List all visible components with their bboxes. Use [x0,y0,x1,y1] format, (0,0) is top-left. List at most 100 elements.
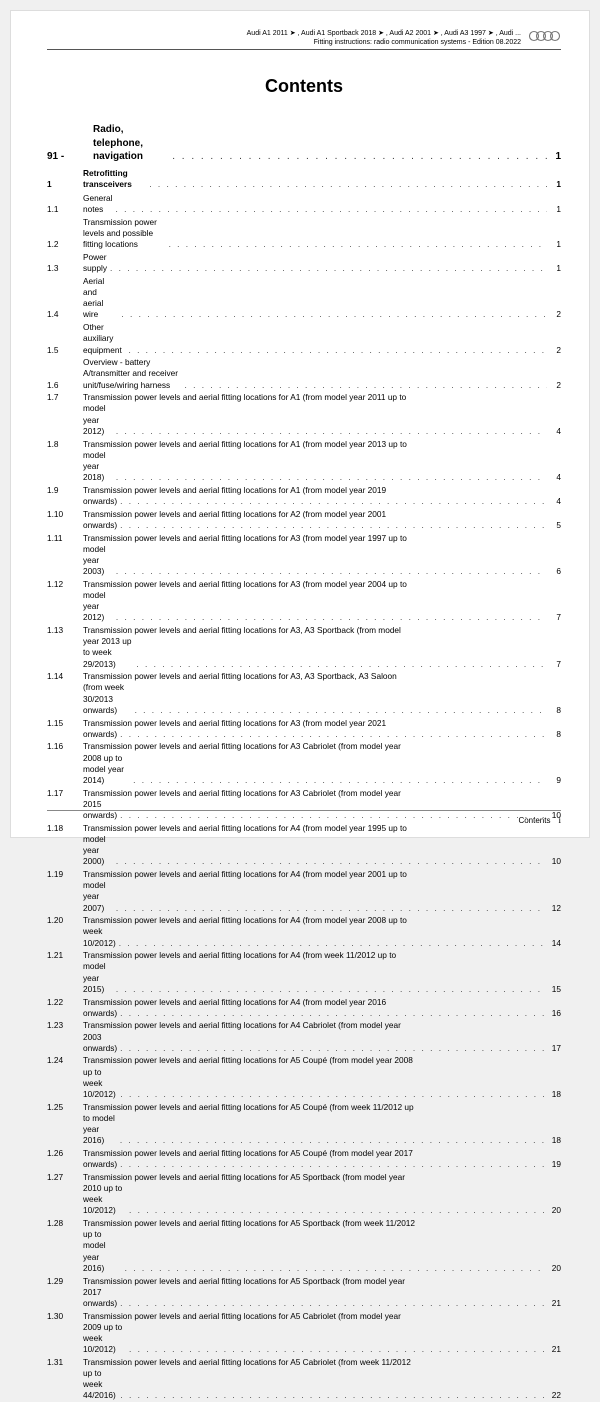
leader-dots: . . . . . . . . . . . . . . . . . . . . … [126,1344,547,1355]
entry-page: 8 [547,729,561,740]
entry-label-line1: Transmission power levels and aerial fit… [83,1218,415,1229]
section-page: 1 [547,150,561,164]
entry-label-line1: Transmission power levels and aerial fit… [83,741,401,752]
entry-number: 1.27 [47,1172,83,1183]
toc-entry: 1.16Transmission power levels and aerial… [47,741,561,752]
entry-number: 1.1 [47,204,83,215]
entry-page: 4 [547,496,561,507]
leader-dots: . . . . . . . . . . . . . . . . . . . . … [146,179,547,190]
subsection-number: 1 [47,179,83,190]
toc-entry: 1.29Transmission power levels and aerial… [47,1276,561,1287]
leader-dots: . . . . . . . . . . . . . . . . . . . . … [182,380,548,391]
entry-label-line2: up to week 10/2012) [83,1067,117,1101]
leader-dots: . . . . . . . . . . . . . . . . . . . . … [113,204,547,215]
entry-number: 1.17 [47,788,83,799]
leader-dots: . . . . . . . . . . . . . . . . . . . . … [117,520,547,531]
entry-label-line2: up to week 44/2016) [83,1368,117,1402]
leader-dots: . . . . . . . . . . . . . . . . . . . . … [107,263,547,274]
toc-subsection: 1 Retrofitting transceivers . . . . . . … [47,168,561,190]
entry-page: 6 [547,566,561,577]
entry-number: 1.31 [47,1357,83,1368]
leader-dots: . . . . . . . . . . . . . . . . . . . . … [166,239,547,250]
entry-page: 1 [547,263,561,274]
toc-entry-line2: onwards). . . . . . . . . . . . . . . . … [47,520,561,531]
entry-page: 20 [547,1263,561,1274]
entry-number: 1.22 [47,997,83,1008]
toc-entry-line2: model year 2015). . . . . . . . . . . . … [47,961,561,995]
entry-label-line2: model year 2003) [83,544,113,578]
entry-label-line2: onwards) [83,520,117,531]
toc-entry: 1.6Overview - battery A/transmitter and … [47,357,561,391]
entry-label-line2: model year 2007) [83,880,113,914]
entry-label-line1: Transmission power levels and aerial fit… [83,439,407,450]
leader-dots: . . . . . . . . . . . . . . . . . . . . … [130,775,547,786]
leader-dots: . . . . . . . . . . . . . . . . . . . . … [117,1089,547,1100]
leader-dots: . . . . . . . . . . . . . . . . . . . . … [117,1159,547,1170]
entry-number: 1.10 [47,509,83,520]
leader-dots: . . . . . . . . . . . . . . . . . . . . … [113,856,547,867]
leader-dots: . . . . . . . . . . . . . . . . . . . . … [125,345,547,356]
entry-number: 1.30 [47,1311,83,1322]
toc-entry: 1.9Transmission power levels and aerial … [47,485,561,496]
toc-entry: 1.14Transmission power levels and aerial… [47,671,561,682]
entry-page: 2 [547,380,561,391]
toc-entry: 1.7Transmission power levels and aerial … [47,392,561,403]
entry-label-line2: onwards) [83,1159,117,1170]
leader-dots: . . . . . . . . . . . . . . . . . . . . … [117,810,547,821]
toc-entry-line2: 2017 onwards). . . . . . . . . . . . . .… [47,1287,561,1309]
toc-entry-line2: model year 2018). . . . . . . . . . . . … [47,450,561,484]
leader-dots: . . . . . . . . . . . . . . . . . . . . … [117,1043,547,1054]
entry-number: 1.11 [47,533,83,544]
document-page: Audi A1 2011 ➤ , Audi A1 Sportback 2018 … [10,10,590,838]
entry-page: 21 [547,1298,561,1309]
entry-page: 5 [547,520,561,531]
entry-number: 1.23 [47,1020,83,1031]
toc-entry: 1.13Transmission power levels and aerial… [47,625,561,636]
toc-entry-line2: 2010 up to week 10/2012). . . . . . . . … [47,1183,561,1217]
header-line-2: Fitting instructions: radio communicatio… [47,38,521,47]
entry-label-line1: Transmission power levels and aerial fit… [83,1102,414,1113]
leader-dots: . . . . . . . . . . . . . . . . . . . . … [117,496,547,507]
entry-number: 1.16 [47,741,83,752]
entry-page: 15 [547,984,561,995]
toc-entry-line2: model year 2007). . . . . . . . . . . . … [47,880,561,914]
leader-dots: . . . . . . . . . . . . . . . . . . . . … [117,1298,547,1309]
entry-label-line2: (from week 30/2013 onwards) [83,682,132,716]
leader-dots: . . . . . . . . . . . . . . . . . . . . … [126,1205,547,1216]
toc-body: 91 - Radio, telephone, navigation . . . … [47,123,561,1401]
leader-dots: . . . . . . . . . . . . . . . . . . . . … [113,426,547,437]
entry-number: 1.29 [47,1276,83,1287]
entry-label-line2: year 2013 up to week 29/2013) [83,636,133,670]
toc-entry-line2: (from week 30/2013 onwards). . . . . . .… [47,682,561,716]
footer-label: Contents [518,816,550,825]
toc-entry: 1.23Transmission power levels and aerial… [47,1020,561,1031]
entry-label: Power supply [83,252,107,274]
toc-entry-line2: to model year 2016). . . . . . . . . . .… [47,1113,561,1147]
toc-entry-line2: model year 2012). . . . . . . . . . . . … [47,590,561,624]
entry-page: 2 [547,345,561,356]
toc-entry: 1.15Transmission power levels and aerial… [47,718,561,729]
toc-entries: 1.1General notes. . . . . . . . . . . . … [47,193,561,1402]
entry-label-line1: Transmission power levels and aerial fit… [83,1311,401,1322]
page-footer: Contents i [518,815,561,825]
toc-entry: 1.3Power supply. . . . . . . . . . . . .… [47,252,561,274]
entry-label-line1: Transmission power levels and aerial fit… [83,579,407,590]
entry-label-line1: Transmission power levels and aerial fit… [83,997,386,1008]
toc-entry-line2: onwards). . . . . . . . . . . . . . . . … [47,496,561,507]
entry-number: 1.5 [47,345,83,356]
entry-page: 2 [547,309,561,320]
entry-page: 14 [547,938,561,949]
toc-entry-line2: 2003 onwards). . . . . . . . . . . . . .… [47,1032,561,1054]
leader-dots: . . . . . . . . . . . . . . . . . . . . … [117,1390,547,1401]
toc-entry: 1.17Transmission power levels and aerial… [47,788,561,799]
toc-entry: 1.25Transmission power levels and aerial… [47,1102,561,1113]
entry-page: 16 [547,1008,561,1019]
leader-dots: . . . . . . . . . . . . . . . . . . . . … [133,659,547,670]
toc-entry-line2: up to week 10/2012). . . . . . . . . . .… [47,1067,561,1101]
entry-label-line1: Transmission power levels and aerial fit… [83,533,407,544]
toc-entry: 1.22Transmission power levels and aerial… [47,997,561,1008]
toc-entry-line2: 2009 up to week 10/2012). . . . . . . . … [47,1322,561,1356]
toc-entry-line2: model year 2003). . . . . . . . . . . . … [47,544,561,578]
entry-number: 1.20 [47,915,83,926]
entry-label-line2: 2008 up to model year 2014) [83,753,130,787]
